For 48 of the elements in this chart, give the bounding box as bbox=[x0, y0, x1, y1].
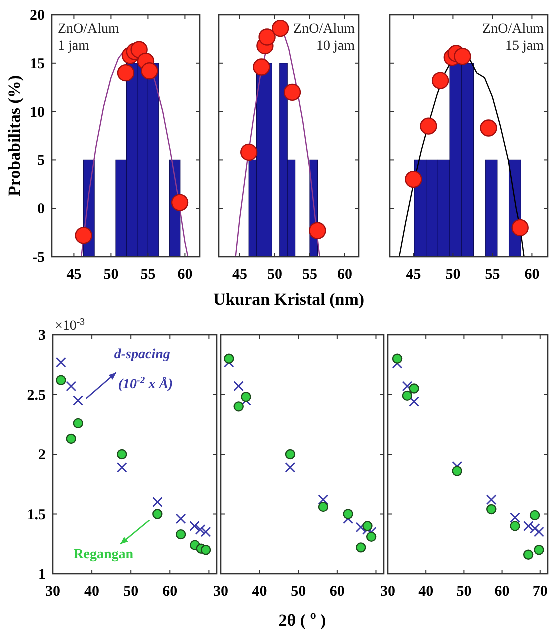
y-tick-label: 2 bbox=[38, 448, 46, 464]
x-axis-title: Ukuran Kristal (nm) bbox=[213, 290, 365, 309]
x-tick-label: 55 bbox=[140, 267, 156, 283]
x-tick-label: 55 bbox=[485, 267, 500, 283]
text: ×10$^{-3}$ bbox=[55, 316, 86, 334]
x-tick-label: 60 bbox=[178, 267, 193, 283]
x-axis-title: 2θ ( $^{o}$ ) bbox=[278, 608, 326, 630]
y-axis-title: Probabilitas (%) bbox=[5, 75, 24, 197]
x-tick-label: 40 bbox=[418, 584, 434, 600]
x-tick-label: 55 bbox=[302, 267, 318, 283]
annotation: 10 jam bbox=[316, 39, 356, 54]
x-tick-label: 60 bbox=[524, 267, 540, 283]
y-tick-label: 1 bbox=[38, 567, 46, 583]
x-tick-label: 60 bbox=[494, 584, 510, 600]
x-tick-label: 40 bbox=[84, 584, 100, 600]
annotation: ZnO/Alum bbox=[294, 22, 356, 37]
x-tick-label: 40 bbox=[252, 584, 268, 600]
x-tick-label: 50 bbox=[104, 267, 119, 283]
x-tick-label: 50 bbox=[446, 267, 461, 283]
y-tick-label: 0 bbox=[38, 202, 45, 218]
annotation: 1 jam bbox=[58, 39, 90, 54]
x-tick-label: 50 bbox=[268, 267, 282, 283]
y-tick-label: 10 bbox=[30, 104, 45, 121]
x-tick-label: 50 bbox=[291, 584, 306, 600]
x-tick-label: 30 bbox=[46, 584, 60, 600]
y-tick-label: 2.5 bbox=[27, 388, 46, 404]
text: d-spacing (10$^{-2}$ x Å) bbox=[114, 348, 174, 393]
annotation: ZnO/Alum bbox=[58, 22, 120, 37]
y-tick-label: 3 bbox=[38, 328, 46, 344]
y-tick-label: 1.5 bbox=[27, 507, 46, 524]
annotation: ZnO/Alum bbox=[482, 22, 544, 37]
x-tick-label: 60 bbox=[330, 584, 345, 600]
x-tick-label: 30 bbox=[380, 584, 396, 600]
x-tick-label: 45 bbox=[66, 267, 82, 283]
y-tick-label: -5 bbox=[32, 250, 45, 266]
x-tick-label: 50 bbox=[124, 584, 139, 600]
y-tick-label: 20 bbox=[30, 8, 45, 24]
x-tick-label: 45 bbox=[406, 267, 422, 283]
x-tick-label: 50 bbox=[456, 584, 472, 600]
x-tick-label: 30 bbox=[214, 584, 228, 600]
y-tick-label: 15 bbox=[30, 56, 45, 72]
x-tick-label: 70 bbox=[532, 584, 548, 600]
annotation: 15 jam bbox=[506, 39, 544, 54]
legend-label: Regangan bbox=[74, 547, 134, 562]
x-tick-label: 60 bbox=[162, 584, 178, 600]
y-tick-label: 5 bbox=[38, 153, 45, 170]
x-tick-label: 45 bbox=[232, 267, 248, 283]
x-tick-label: 60 bbox=[338, 267, 352, 283]
